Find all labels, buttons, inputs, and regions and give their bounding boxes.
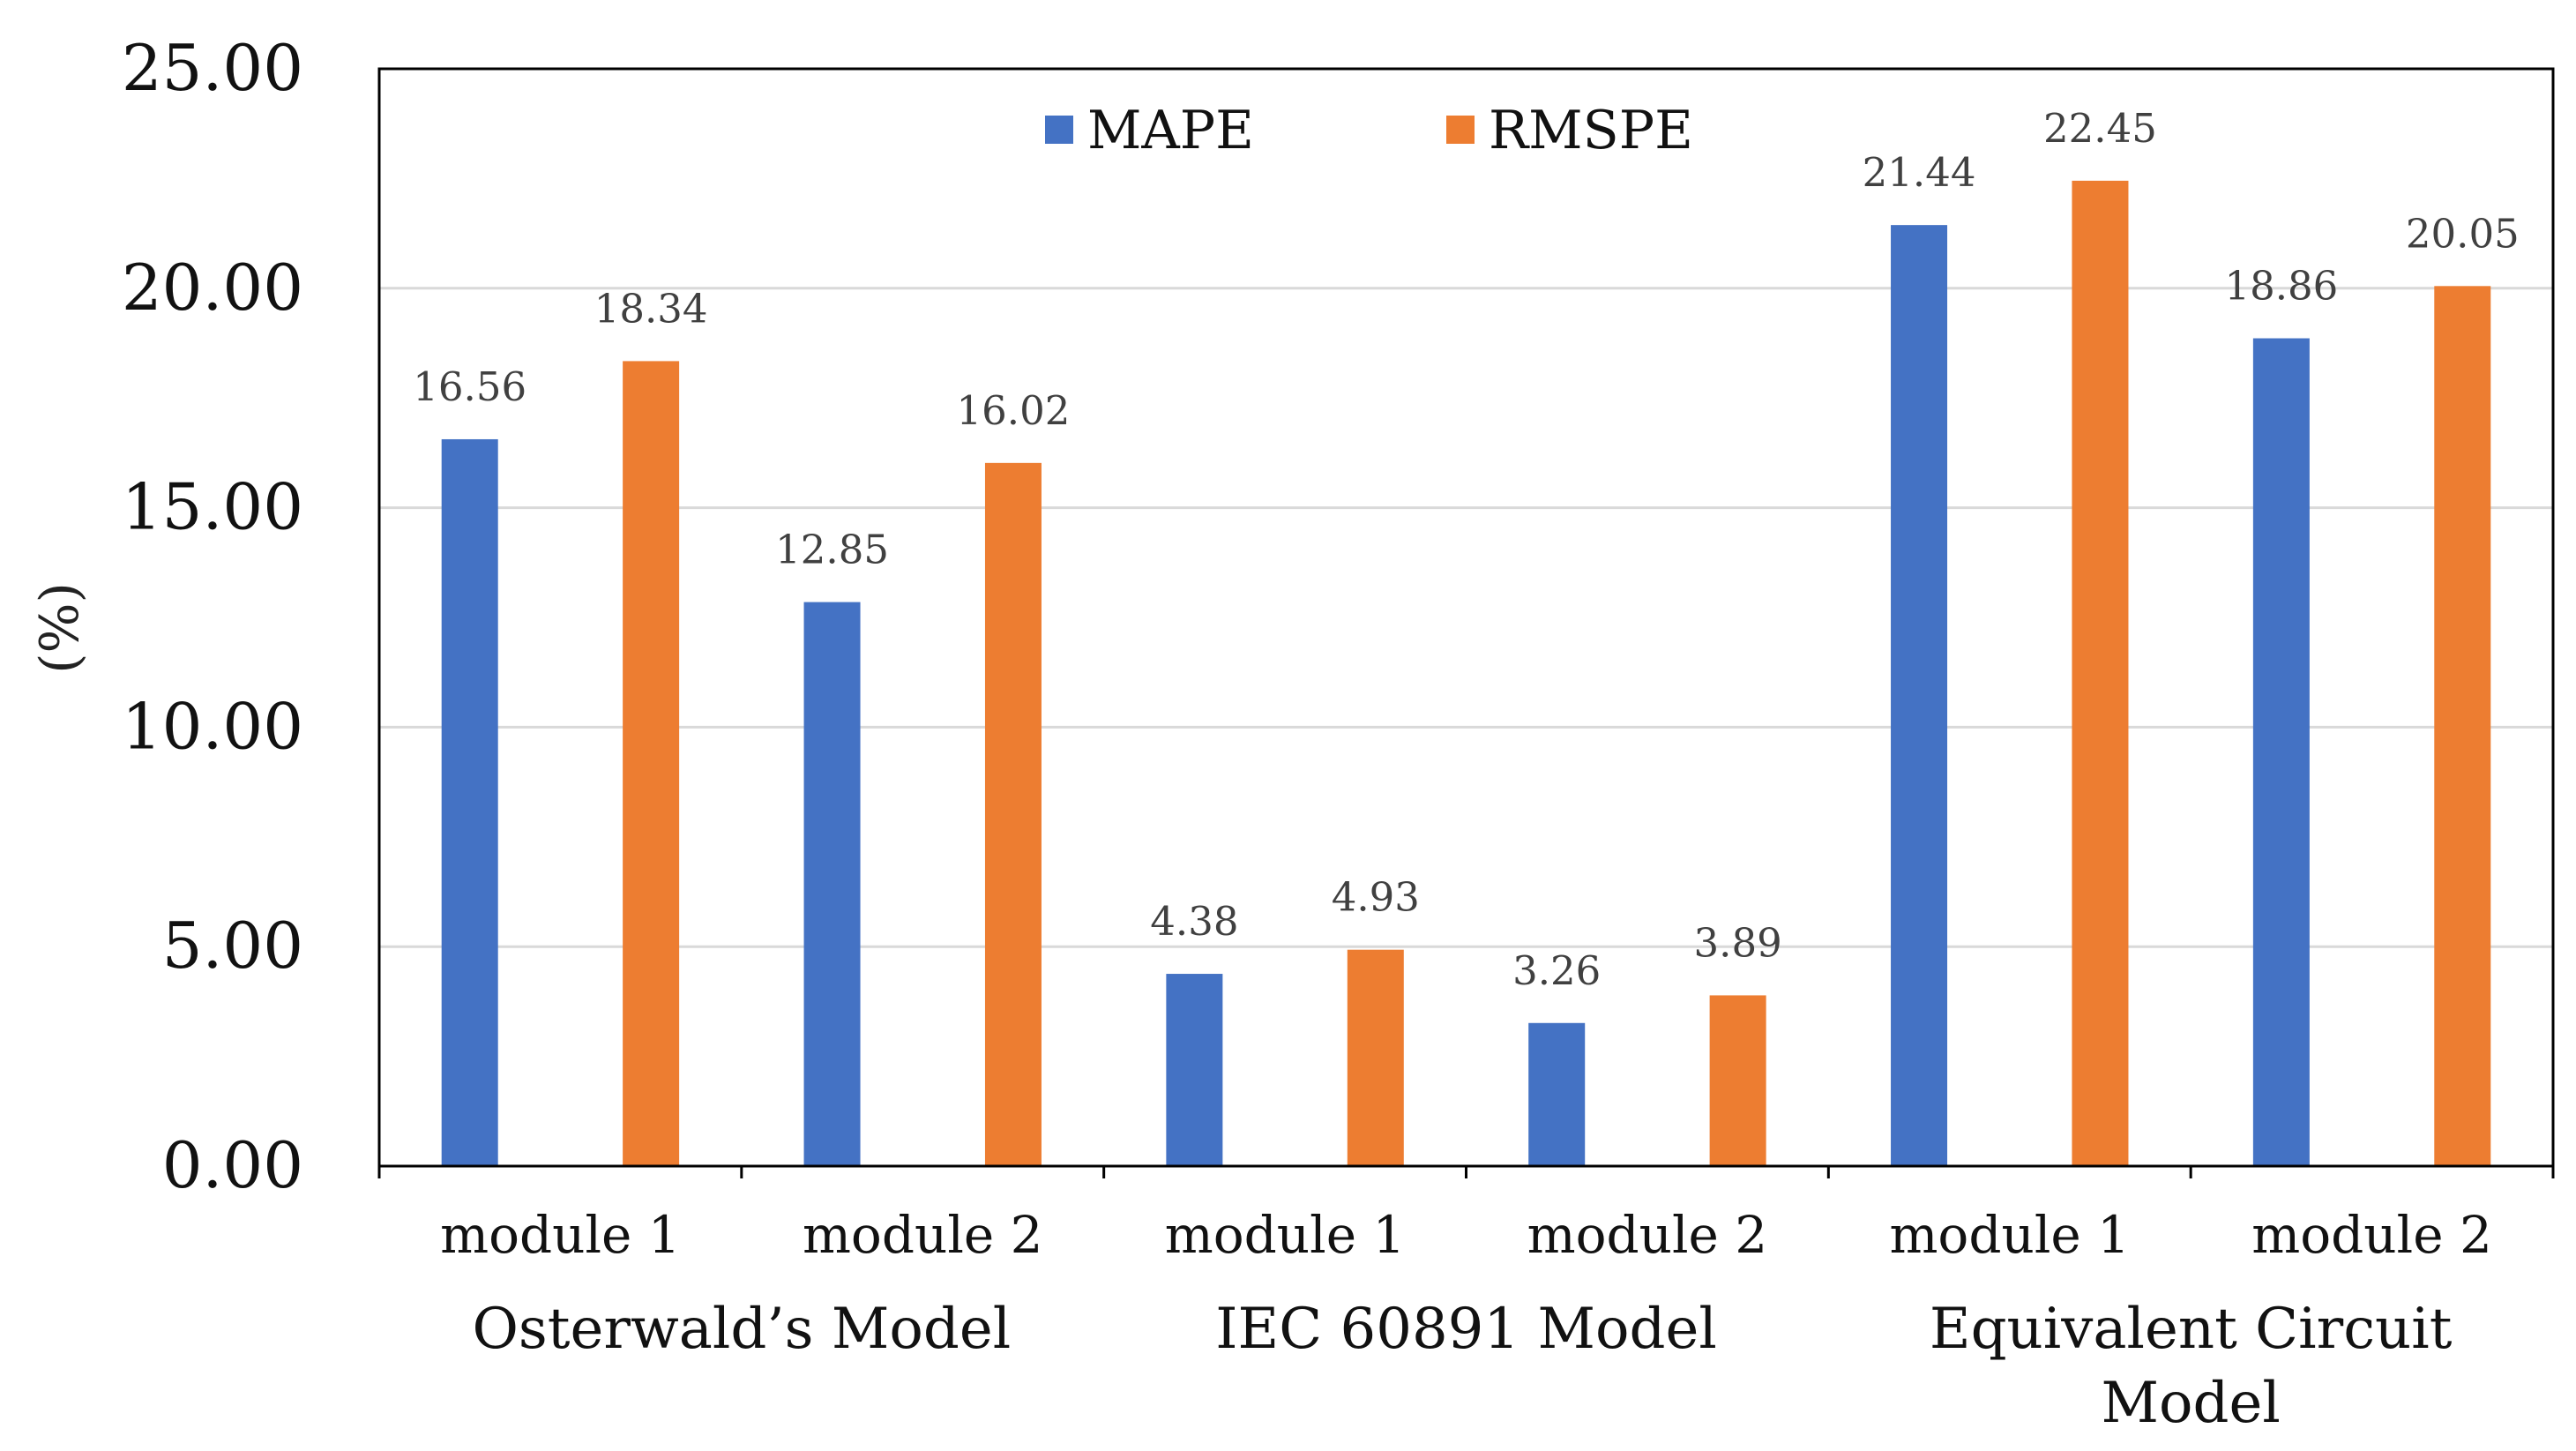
y-tick-label: 5.00 xyxy=(162,909,303,983)
data-labels: 16.56 12.85 4.38 3.26 21.44 18.86 18.34 16.02 4.… xyxy=(413,105,2519,994)
x-category-label: module 2 xyxy=(2251,1205,2492,1265)
bar-rmspe xyxy=(1347,949,1404,1166)
legend: MAPE RMSPE xyxy=(1045,100,1693,161)
x-category-labels: module 1 module 2 module 1 module 2 module 1… xyxy=(440,1205,2492,1265)
x-group-label: Equivalent Circuit xyxy=(1930,1297,2453,1362)
data-label: 12.85 xyxy=(775,527,889,573)
data-label: 18.34 xyxy=(594,285,708,332)
x-category-label: module 1 xyxy=(1889,1205,2130,1265)
bar-mape xyxy=(1528,1022,1586,1166)
data-label: 20.05 xyxy=(2406,210,2520,257)
y-tick-label: 15.00 xyxy=(122,470,303,544)
x-group-label: IEC 60891 Model xyxy=(1215,1297,1717,1362)
data-label: 22.45 xyxy=(2043,105,2157,152)
legend-swatch-rmspe xyxy=(1446,116,1475,144)
data-label: 18.86 xyxy=(2224,263,2338,310)
bar-rmspe xyxy=(2072,180,2129,1167)
data-label: 3.26 xyxy=(1512,947,1601,994)
gridlines xyxy=(379,287,2553,948)
bar-rmspe xyxy=(1709,995,1766,1166)
y-tick-label: 10.00 xyxy=(122,689,303,763)
legend-label-mape: MAPE xyxy=(1087,100,1254,161)
bars xyxy=(441,180,2491,1167)
data-label: 4.93 xyxy=(1332,874,1420,921)
x-category-label: module 1 xyxy=(1165,1205,1406,1265)
y-axis-title: (%) xyxy=(29,582,91,674)
bar-rmspe xyxy=(623,361,680,1166)
x-group-labels: Osterwald’s Model IEC 60891 Model Equivale… xyxy=(472,1297,2452,1436)
legend-swatch-mape xyxy=(1045,116,1073,144)
x-group-label: Model xyxy=(2101,1371,2280,1436)
bar-rmspe xyxy=(2434,286,2491,1166)
axes xyxy=(377,67,2555,1178)
data-label: 16.02 xyxy=(957,387,1071,434)
legend-label-rmspe: RMSPE xyxy=(1489,100,1693,161)
y-tick-label: 0.00 xyxy=(162,1128,303,1202)
data-label: 4.38 xyxy=(1150,898,1238,945)
bar-mape xyxy=(1891,225,1948,1166)
x-group-label: Osterwald’s Model xyxy=(472,1297,1011,1362)
x-category-label: module 1 xyxy=(440,1205,681,1265)
plot-frame xyxy=(377,67,2555,1168)
bar-mape xyxy=(1166,974,1223,1166)
bar-mape xyxy=(441,438,498,1167)
bar-mape xyxy=(803,602,861,1166)
bar-mape xyxy=(2252,338,2310,1167)
y-tick-label: 20.00 xyxy=(122,251,303,325)
y-tick-label: 25.00 xyxy=(122,31,303,105)
data-label: 21.44 xyxy=(1863,149,1976,196)
data-label: 16.56 xyxy=(413,363,526,410)
data-label: 3.89 xyxy=(1694,919,1782,966)
x-category-label: module 2 xyxy=(803,1205,1043,1265)
bar-rmspe xyxy=(984,462,1042,1166)
x-category-label: module 2 xyxy=(1527,1205,1768,1265)
y-tick-labels: 0.00 5.00 10.00 15.00 20.00 25.00 xyxy=(122,31,303,1202)
